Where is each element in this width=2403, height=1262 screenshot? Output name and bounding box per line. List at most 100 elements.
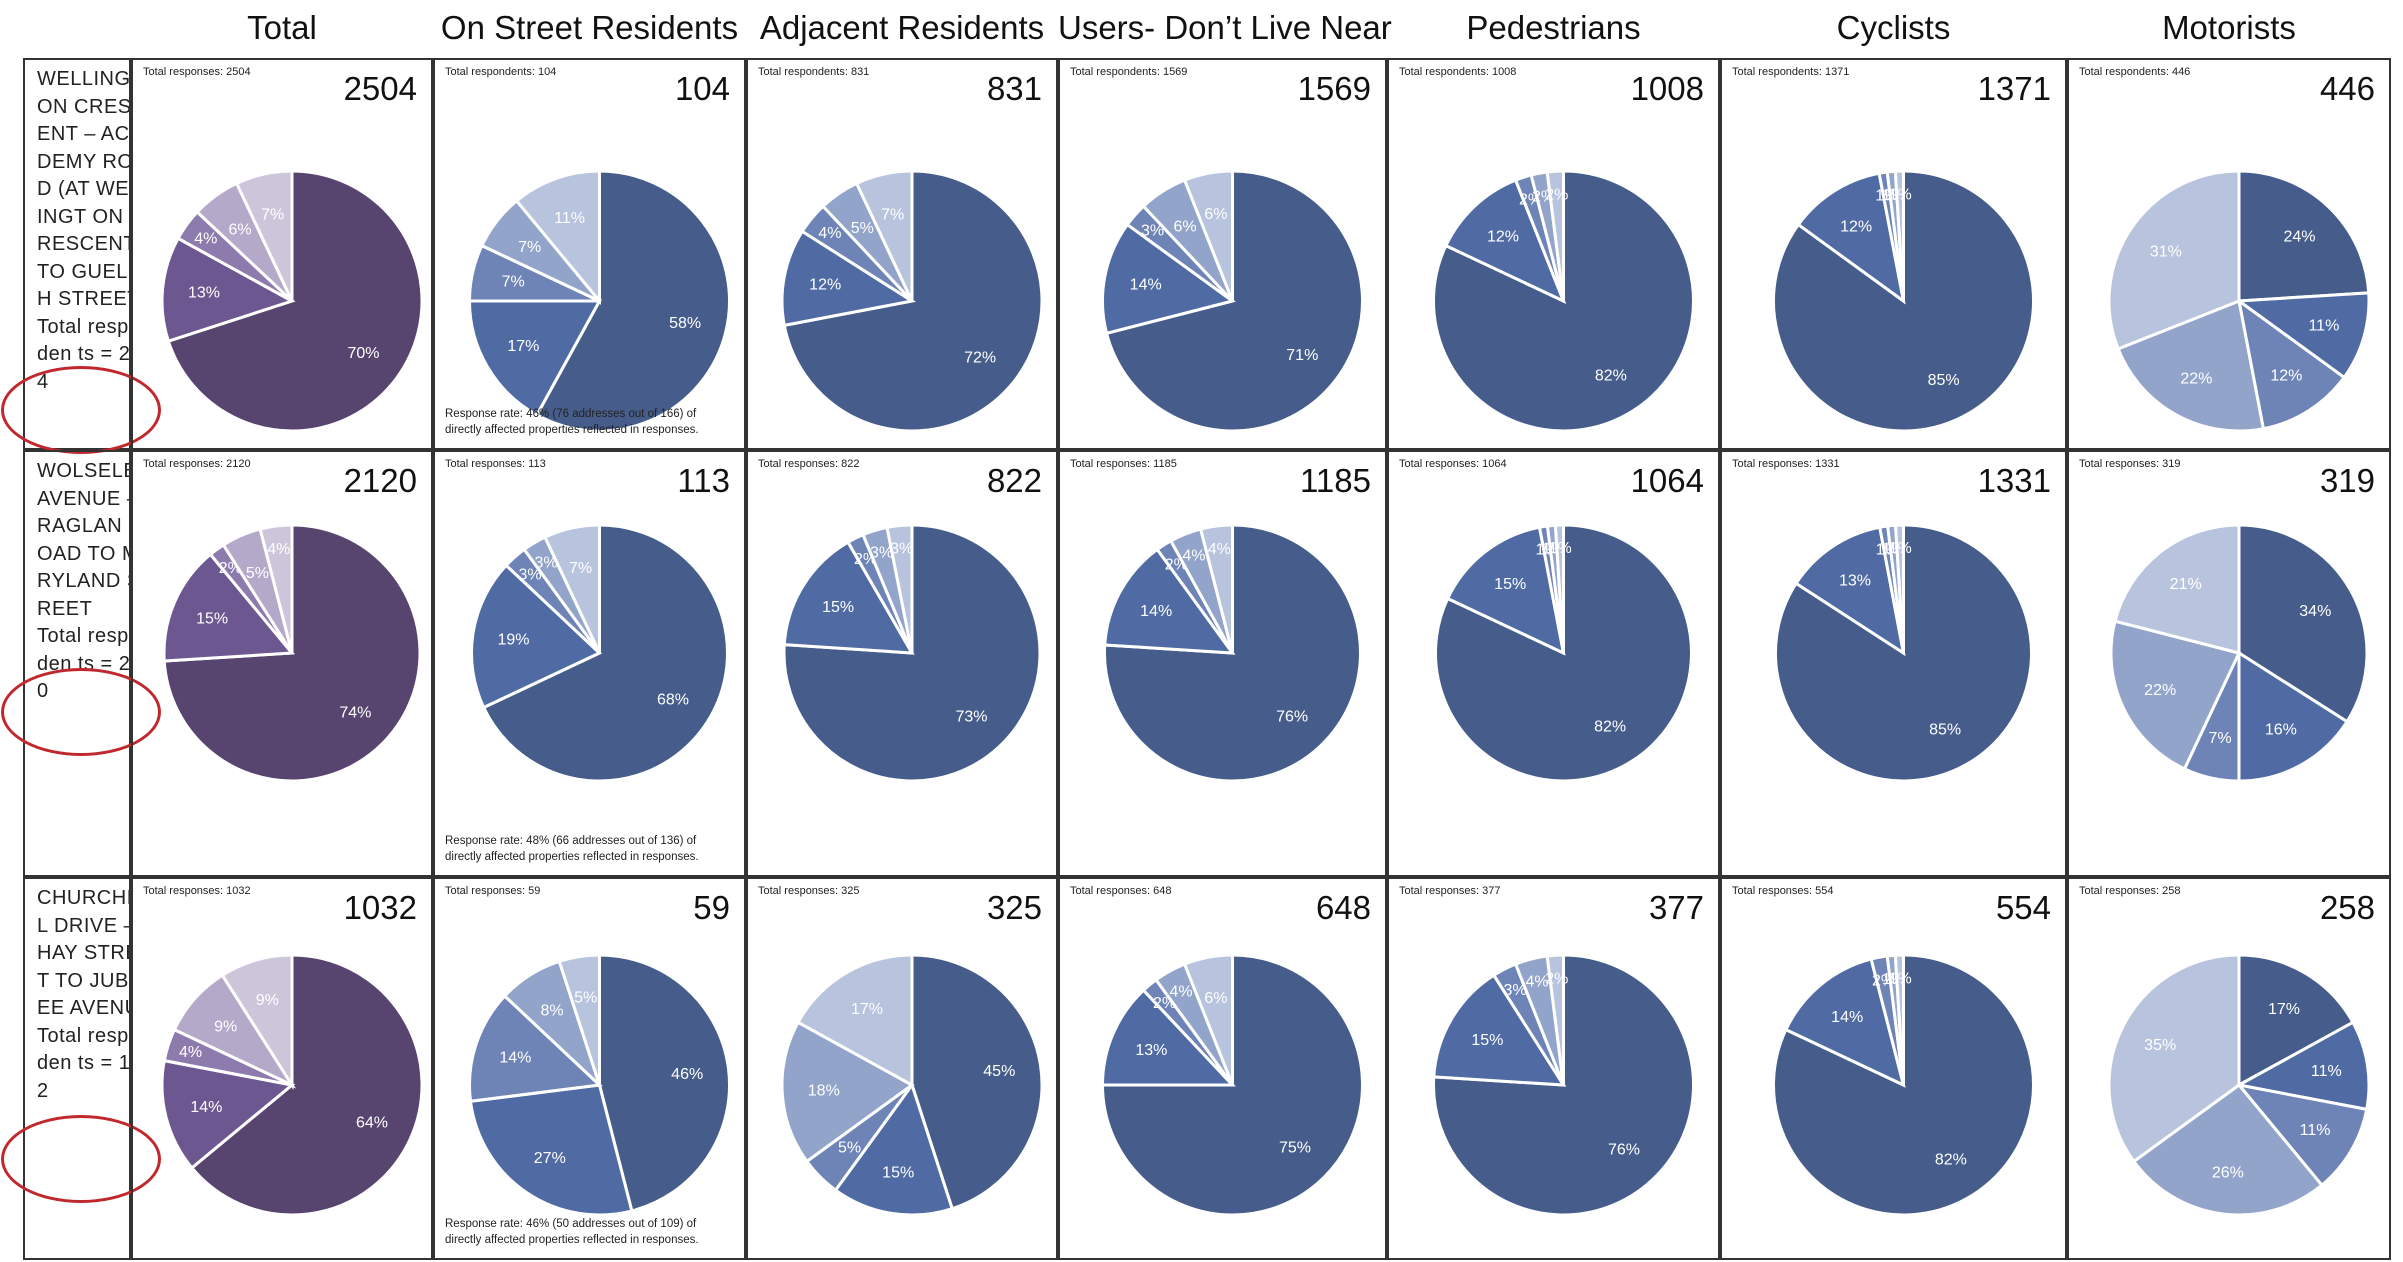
- pie-slice-label: 4%: [179, 1044, 202, 1061]
- pie-slice: [780, 229, 917, 328]
- column-header: Pedestrians: [1466, 9, 1641, 46]
- chart-cell: 58% 17% 7% 7% 11% Total respondents: 104 104 Re…: [433, 58, 746, 450]
- total-responses-caption: Total respondents: 446: [2079, 66, 2191, 78]
- pie-slice-label: 9%: [256, 992, 279, 1009]
- pie-slice-label: 11%: [2311, 1063, 2342, 1080]
- pie-slice: [1893, 523, 1905, 654]
- pie-slice-label: 5%: [851, 220, 874, 237]
- response-count: 1032: [343, 889, 417, 926]
- pie-slice: [160, 1058, 296, 1170]
- pie-slice-label: 19%: [497, 631, 529, 648]
- total-responses-caption: Total responses: 1331: [1732, 458, 1840, 470]
- pie-slice: [2237, 953, 2355, 1088]
- pie-chart: 46% 27% 14% 8% 5%: [468, 953, 731, 1217]
- pie-slice: [1101, 222, 1236, 336]
- pie-chart: 58% 17% 7% 7% 11%: [467, 169, 731, 433]
- total-responses-caption: Total responses: 325: [758, 885, 860, 897]
- pie-slice: [2107, 953, 2241, 1164]
- pie-slice: [189, 953, 424, 1217]
- chart-cell: 46% 27% 14% 8% 5% Total responses: 59 59 Respon…: [433, 877, 746, 1260]
- response-rate-note: Response rate: 46% (76 addresses out of …: [445, 408, 699, 436]
- response-count: 1064: [1630, 462, 1704, 499]
- row-label-cell: WOLSELEY AVENUE – RAGLAN ROAD TO MARYLAN…: [23, 450, 131, 877]
- total-responses-caption: Total responses: 59: [445, 885, 541, 897]
- total-responses-caption: Total respondents: 1371: [1732, 66, 1850, 78]
- pie-slice-label: 70%: [347, 345, 379, 362]
- pie-slice: [1182, 953, 1234, 1086]
- pie-slice-label: 82%: [1594, 719, 1626, 736]
- pie-slice-label: 2%: [1545, 971, 1568, 988]
- pie-slice-label: 5%: [838, 1140, 861, 1157]
- pie-slice-label: 17%: [507, 338, 539, 355]
- pie-slice: [780, 1020, 915, 1164]
- response-count: 1569: [1297, 70, 1371, 107]
- pie-slice: [2107, 169, 2241, 351]
- pie-chart: 34% 16% 7% 22% 21%: [2109, 523, 2369, 783]
- pie-slice-label: 5%: [246, 565, 269, 582]
- pie-slice-label: 6%: [1204, 990, 1227, 1007]
- response-rate-note: Response rate: 46% (50 addresses out of …: [445, 1218, 699, 1246]
- pie-chart: 70% 13% 4% 6% 7%: [160, 169, 424, 433]
- pie-slice-label: 8%: [541, 1002, 564, 1019]
- pie-slice-label: 15%: [882, 1164, 914, 1181]
- pie-chart: 76% 15% 3%4%2%: [1432, 953, 1695, 1217]
- pie-slice: [166, 169, 424, 433]
- pie-slice-label: 13%: [188, 285, 220, 302]
- pie-slice-label: 11%: [2300, 1122, 2331, 1139]
- pie-slice: [2113, 523, 2241, 655]
- response-count: 325: [986, 889, 1042, 926]
- pie-slice: [1433, 523, 1693, 783]
- response-count: 2504: [343, 70, 417, 107]
- chart-cell: 76% 15% 3% 4% 2% Total responses: 377 377: [1387, 877, 1720, 1260]
- total-respondents-label: Total responden ts = 1032: [37, 1024, 131, 1102]
- pie-slice-label: 82%: [1595, 368, 1627, 385]
- pie-slice-label: 17%: [2268, 1001, 2300, 1018]
- response-count: 1331: [1977, 462, 2051, 499]
- response-count: 1371: [1977, 70, 2051, 107]
- pie-chart: 82%14%2%1%1%: [1772, 953, 2035, 1217]
- chart-cell: 71% 14% 3% 6% 6% Total respondents: 1569 1569: [1058, 58, 1387, 450]
- pie-slice-label: 73%: [955, 709, 987, 726]
- chart-cell: 85% 13% 1% 1% 1% Total responses: 1331 1331: [1720, 450, 2067, 877]
- pie-chart: 74%15%2% 5%4%: [162, 523, 422, 783]
- pie-slice: [1445, 525, 1566, 656]
- column-header: Cyclists: [1836, 9, 1951, 46]
- pie-chart: 72% 12% 4% 5% 7%: [780, 169, 1044, 433]
- pie-slice: [1100, 988, 1236, 1087]
- pie-slice-label: 4%: [194, 230, 217, 247]
- pie-slice-label: 12%: [2270, 368, 2302, 385]
- pie-slice: [1893, 953, 1905, 1086]
- response-count: 59: [693, 889, 730, 926]
- pie-chart: 71% 14% 3% 6% 6%: [1101, 169, 1364, 433]
- pie-slice: [1432, 953, 1695, 1217]
- pie-slice-label: 3%: [1504, 982, 1527, 999]
- response-count: 554: [1995, 889, 2051, 926]
- total-responses-caption: Total responses: 2120: [143, 458, 251, 470]
- pie-slice: [2237, 169, 2371, 303]
- column-header: Total: [247, 9, 317, 46]
- response-count: 1185: [1300, 462, 1371, 499]
- pie-slice-label: 7%: [881, 207, 904, 224]
- chart-cell: 73% 15% 2% 3% 3% Total responses: 822 822: [746, 450, 1058, 877]
- total-responses-caption: Total responses: 113: [445, 458, 546, 470]
- road-segment-label: WOLSELEY AVENUE – RAGLAN ROAD TO MARYLAN…: [37, 460, 129, 620]
- pie-slice-label: 75%: [1279, 1140, 1311, 1157]
- pie-slice-label: 3%: [1141, 223, 1164, 240]
- column-header: Adjacent Residents: [759, 9, 1045, 46]
- pie-slice: [2109, 619, 2242, 771]
- pie-slice-label: 7%: [261, 207, 284, 224]
- column-header: Motorists: [2162, 9, 2296, 46]
- total-responses-caption: Total responses: 648: [1070, 885, 1172, 897]
- pie-slice: [162, 552, 296, 663]
- total-responses-caption: Total respondents: 1008: [1399, 66, 1517, 78]
- pie-slice-label: 11%: [554, 210, 585, 227]
- pie-slice-label: 4%: [1170, 984, 1193, 1001]
- pie-slice-label: 4%: [267, 541, 290, 558]
- total-responses-caption: Total respondents: 831: [758, 66, 870, 78]
- pie-slice: [481, 523, 729, 783]
- pie-slice: [234, 169, 294, 302]
- total-responses-caption: Total respondents: 104: [445, 66, 557, 78]
- response-rate-note: Response rate: 48% (66 addresses out of …: [445, 835, 699, 863]
- total-responses-caption: Total responses: 319: [2079, 458, 2181, 470]
